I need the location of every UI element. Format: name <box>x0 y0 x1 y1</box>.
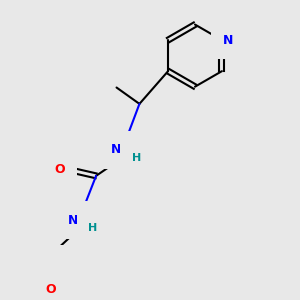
Text: N: N <box>68 214 78 226</box>
Text: N: N <box>111 143 122 156</box>
Text: H: H <box>88 223 98 233</box>
Text: H: H <box>131 153 141 163</box>
Text: F: F <box>42 290 51 300</box>
Text: N: N <box>223 34 234 46</box>
Text: O: O <box>54 163 64 176</box>
Text: O: O <box>45 283 56 296</box>
